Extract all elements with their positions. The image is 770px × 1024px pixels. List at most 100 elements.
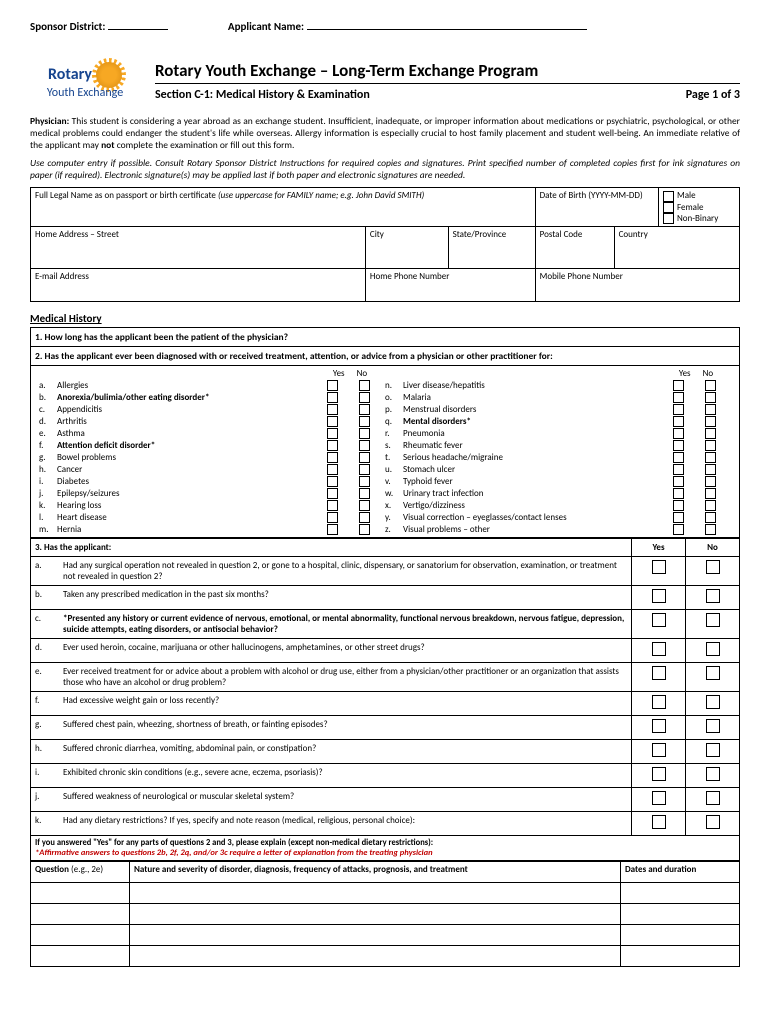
checkbox-no[interactable] [359, 392, 370, 403]
name-label: Full Legal Name as on passport or birth … [35, 190, 218, 201]
checkbox-yes[interactable] [327, 512, 338, 523]
checkbox-no[interactable] [705, 524, 716, 535]
gender-male[interactable]: Male [663, 190, 735, 201]
checkbox-no[interactable] [705, 452, 716, 463]
logo-sub: Youth Exchange [47, 86, 123, 100]
checkbox-no[interactable] [359, 464, 370, 475]
checkbox-no[interactable] [359, 416, 370, 427]
checkbox-yes[interactable] [652, 613, 666, 627]
checkbox-yes[interactable] [652, 767, 666, 781]
condition-item: z.Visual problems – other [385, 523, 731, 535]
checkbox-no[interactable] [705, 380, 716, 391]
checkbox-no[interactable] [706, 560, 720, 574]
checkbox-yes[interactable] [327, 464, 338, 475]
checkbox-no[interactable] [359, 524, 370, 535]
checkbox-no[interactable] [706, 719, 720, 733]
applicant-info-table: Full Legal Name as on passport or birth … [30, 187, 740, 302]
checkbox-yes[interactable] [673, 404, 684, 415]
sponsor-input[interactable] [108, 29, 168, 30]
q3-row: a.Had any surgical operation not reveale… [31, 557, 740, 586]
checkbox-no[interactable] [359, 512, 370, 523]
checkbox-no[interactable] [359, 452, 370, 463]
checkbox-yes[interactable] [673, 452, 684, 463]
q1: 1. How long has the applicant been the p… [31, 328, 740, 347]
state-label: State/Province [453, 229, 507, 240]
checkbox-yes[interactable] [327, 476, 338, 487]
subtitle: Section C-1: Medical History & Examinati… [155, 88, 370, 102]
checkbox-yes[interactable] [652, 560, 666, 574]
checkbox-yes[interactable] [673, 524, 684, 535]
checkbox-no[interactable] [706, 695, 720, 709]
checkbox-yes[interactable] [327, 440, 338, 451]
checkbox-yes[interactable] [327, 416, 338, 427]
applicant-input[interactable] [307, 29, 587, 30]
checkbox-yes[interactable] [327, 392, 338, 403]
checkbox-no[interactable] [705, 416, 716, 427]
instr-label: Physician: [30, 115, 69, 127]
checkbox-yes[interactable] [652, 695, 666, 709]
checkbox-no[interactable] [705, 512, 716, 523]
checkbox-no[interactable] [359, 500, 370, 511]
explain-row[interactable] [31, 925, 740, 946]
checkbox-no[interactable] [705, 500, 716, 511]
checkbox-yes[interactable] [327, 488, 338, 499]
checkbox-no[interactable] [706, 743, 720, 757]
checkbox-no[interactable] [706, 666, 720, 680]
checkbox-yes[interactable] [673, 488, 684, 499]
checkbox-yes[interactable] [327, 500, 338, 511]
checkbox-yes[interactable] [673, 428, 684, 439]
checkbox-no[interactable] [705, 428, 716, 439]
checkbox-no[interactable] [359, 488, 370, 499]
explain-row[interactable] [31, 883, 740, 904]
checkbox-no[interactable] [705, 392, 716, 403]
checkbox-yes[interactable] [327, 524, 338, 535]
checkbox-yes[interactable] [652, 642, 666, 656]
checkbox-no[interactable] [706, 767, 720, 781]
checkbox-no[interactable] [359, 404, 370, 415]
checkbox-yes[interactable] [673, 380, 684, 391]
checkbox-no[interactable] [705, 464, 716, 475]
condition-item: m.Hernia [39, 523, 385, 535]
checkbox-no[interactable] [359, 428, 370, 439]
checkbox-yes[interactable] [652, 815, 666, 829]
checkbox-yes[interactable] [327, 404, 338, 415]
checkbox-no[interactable] [706, 791, 720, 805]
condition-item: h.Cancer [39, 463, 385, 475]
gear-icon [96, 62, 122, 88]
checkbox-no[interactable] [705, 440, 716, 451]
checkbox-yes[interactable] [673, 464, 684, 475]
explain-row[interactable] [31, 904, 740, 925]
checkbox-yes[interactable] [327, 452, 338, 463]
explain-row[interactable] [31, 946, 740, 967]
checkbox-no[interactable] [359, 380, 370, 391]
checkbox-yes[interactable] [652, 719, 666, 733]
checkbox-yes[interactable] [652, 743, 666, 757]
checkbox-yes[interactable] [673, 416, 684, 427]
checkbox-yes[interactable] [673, 476, 684, 487]
checkbox-yes[interactable] [673, 512, 684, 523]
checkbox-no[interactable] [359, 476, 370, 487]
checkbox-yes[interactable] [673, 440, 684, 451]
checkbox-yes[interactable] [327, 428, 338, 439]
condition-item: u.Stomach ulcer [385, 463, 731, 475]
checkbox-yes[interactable] [327, 380, 338, 391]
gender-nonbinary[interactable]: Non-Binary [663, 213, 735, 224]
checkbox-no[interactable] [705, 488, 716, 499]
checkbox-no[interactable] [706, 642, 720, 656]
city-label: City [370, 229, 384, 240]
checkbox-yes[interactable] [652, 666, 666, 680]
condition-item: i.Diabetes [39, 475, 385, 487]
checkbox-yes[interactable] [652, 791, 666, 805]
checkbox-yes[interactable] [673, 392, 684, 403]
checkbox-yes[interactable] [652, 589, 666, 603]
checkbox-no[interactable] [706, 815, 720, 829]
checkbox-no[interactable] [705, 404, 716, 415]
top-fields: Sponsor District: Applicant Name: [30, 20, 740, 33]
gender-female[interactable]: Female [663, 202, 735, 213]
homephone-label: Home Phone Number [370, 271, 450, 282]
checkbox-yes[interactable] [673, 500, 684, 511]
checkbox-no[interactable] [705, 476, 716, 487]
checkbox-no[interactable] [706, 589, 720, 603]
checkbox-no[interactable] [359, 440, 370, 451]
checkbox-no[interactable] [706, 613, 720, 627]
